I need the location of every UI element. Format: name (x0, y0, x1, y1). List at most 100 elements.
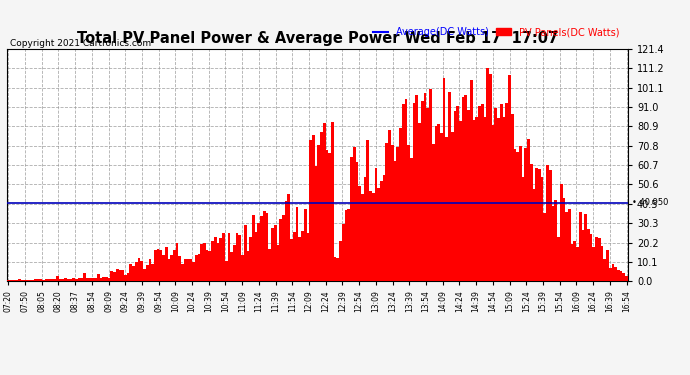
Bar (413, 103, 415, 281)
Bar (601, 246, 603, 281)
Bar (192, 262, 195, 281)
Bar (279, 219, 282, 281)
Bar (195, 255, 197, 281)
Bar (179, 256, 181, 281)
Bar (228, 233, 230, 281)
Bar (502, 117, 505, 281)
Bar (549, 170, 551, 281)
Bar (361, 194, 364, 281)
Bar (323, 123, 326, 281)
Bar (451, 132, 453, 281)
Bar (217, 243, 219, 281)
Bar (108, 278, 110, 281)
Bar (418, 123, 421, 281)
Bar (328, 153, 331, 281)
Bar (366, 140, 369, 281)
Bar (394, 161, 396, 281)
Bar (573, 241, 576, 281)
Legend: Average(DC Watts), PV Panels(DC Watts): Average(DC Watts), PV Panels(DC Watts) (369, 23, 623, 41)
Bar (241, 255, 244, 281)
Bar (184, 259, 187, 281)
Bar (415, 94, 418, 281)
Bar (203, 243, 206, 281)
Bar (252, 216, 255, 281)
Bar (350, 157, 353, 281)
Bar (61, 279, 64, 281)
Bar (386, 143, 388, 281)
Bar (15, 280, 18, 281)
Bar (301, 231, 304, 281)
Bar (312, 135, 315, 281)
Bar (489, 74, 492, 281)
Bar (48, 279, 50, 281)
Bar (236, 233, 239, 281)
Bar (233, 245, 236, 281)
Bar (148, 259, 151, 281)
Bar (516, 152, 519, 281)
Bar (121, 270, 124, 281)
Bar (475, 117, 478, 281)
Bar (189, 259, 192, 281)
Bar (187, 259, 189, 281)
Bar (331, 122, 334, 281)
Bar (524, 147, 527, 281)
Bar (497, 118, 500, 281)
Bar (7, 280, 10, 281)
Bar (10, 280, 12, 281)
Bar (137, 258, 140, 281)
Bar (263, 211, 266, 281)
Bar (78, 278, 81, 281)
Text: Copyright 2021 Cartronics.com: Copyright 2021 Cartronics.com (10, 39, 152, 48)
Bar (593, 247, 595, 281)
Bar (337, 258, 339, 281)
Bar (266, 213, 268, 281)
Bar (168, 259, 170, 281)
Bar (173, 251, 176, 281)
Bar (50, 279, 53, 281)
Bar (64, 278, 67, 281)
Bar (513, 149, 516, 281)
Bar (304, 209, 306, 281)
Bar (72, 278, 75, 281)
Bar (625, 276, 628, 281)
Bar (18, 279, 21, 281)
Bar (306, 233, 309, 281)
Bar (467, 110, 470, 281)
Bar (582, 230, 584, 281)
Bar (12, 280, 15, 281)
Bar (315, 166, 317, 281)
Bar (459, 122, 462, 281)
Bar (369, 191, 372, 281)
Bar (45, 279, 48, 281)
Bar (127, 273, 130, 281)
Bar (443, 78, 446, 281)
Bar (211, 241, 214, 281)
Bar (268, 249, 271, 281)
Bar (105, 277, 108, 281)
Bar (603, 259, 606, 281)
Bar (21, 280, 23, 281)
Bar (206, 250, 208, 281)
Bar (429, 89, 432, 281)
Bar (353, 147, 355, 281)
Bar (554, 200, 557, 281)
Bar (298, 237, 301, 281)
Bar (320, 132, 323, 281)
Bar (37, 279, 39, 281)
Bar (522, 177, 524, 281)
Bar (67, 279, 70, 281)
Bar (426, 108, 429, 281)
Bar (375, 168, 377, 281)
Bar (432, 144, 435, 281)
Bar (42, 280, 45, 281)
Bar (579, 212, 582, 281)
Bar (88, 279, 91, 281)
Bar (358, 186, 361, 281)
Bar (404, 99, 407, 281)
Bar (391, 145, 394, 281)
Bar (162, 255, 165, 281)
Bar (91, 278, 94, 281)
Bar (151, 264, 154, 281)
Bar (326, 150, 328, 281)
Bar (464, 95, 467, 281)
